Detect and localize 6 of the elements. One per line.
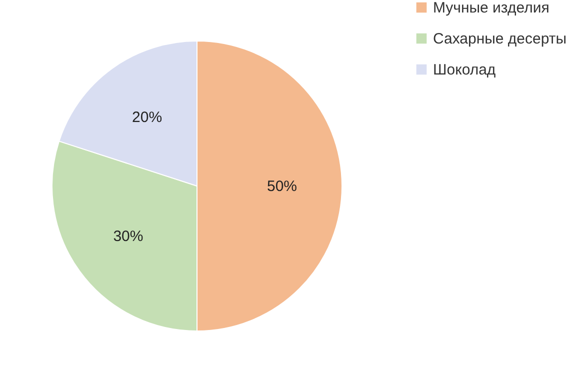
legend-label: Сахарные десерты — [433, 30, 567, 48]
legend-label: Шоколад — [433, 62, 496, 78]
data-label: 50% — [266, 178, 298, 195]
data-label: 20% — [132, 109, 162, 126]
legend-label: Мучные изделия — [433, 0, 550, 16]
data-label: 30% — [113, 228, 144, 245]
